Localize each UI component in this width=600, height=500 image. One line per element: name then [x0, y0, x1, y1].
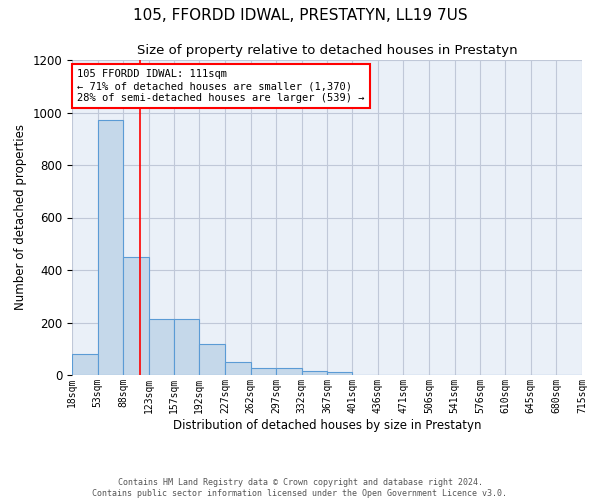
Bar	[276, 368, 302, 375]
Bar	[328, 372, 352, 375]
Bar	[199, 344, 225, 375]
Bar	[174, 318, 199, 375]
Bar	[72, 354, 98, 375]
Bar	[123, 257, 149, 375]
Y-axis label: Number of detached properties: Number of detached properties	[14, 124, 27, 310]
Title: Size of property relative to detached houses in Prestatyn: Size of property relative to detached ho…	[137, 44, 517, 58]
Bar	[225, 362, 251, 375]
Text: 105, FFORDD IDWAL, PRESTATYN, LL19 7US: 105, FFORDD IDWAL, PRESTATYN, LL19 7US	[133, 8, 467, 22]
Bar	[149, 318, 174, 375]
Bar	[302, 371, 328, 375]
Text: Contains HM Land Registry data © Crown copyright and database right 2024.
Contai: Contains HM Land Registry data © Crown c…	[92, 478, 508, 498]
X-axis label: Distribution of detached houses by size in Prestatyn: Distribution of detached houses by size …	[173, 418, 481, 432]
Bar	[98, 120, 123, 375]
Text: 105 FFORDD IDWAL: 111sqm
← 71% of detached houses are smaller (1,370)
28% of sem: 105 FFORDD IDWAL: 111sqm ← 71% of detach…	[77, 70, 365, 102]
Bar	[251, 368, 276, 375]
